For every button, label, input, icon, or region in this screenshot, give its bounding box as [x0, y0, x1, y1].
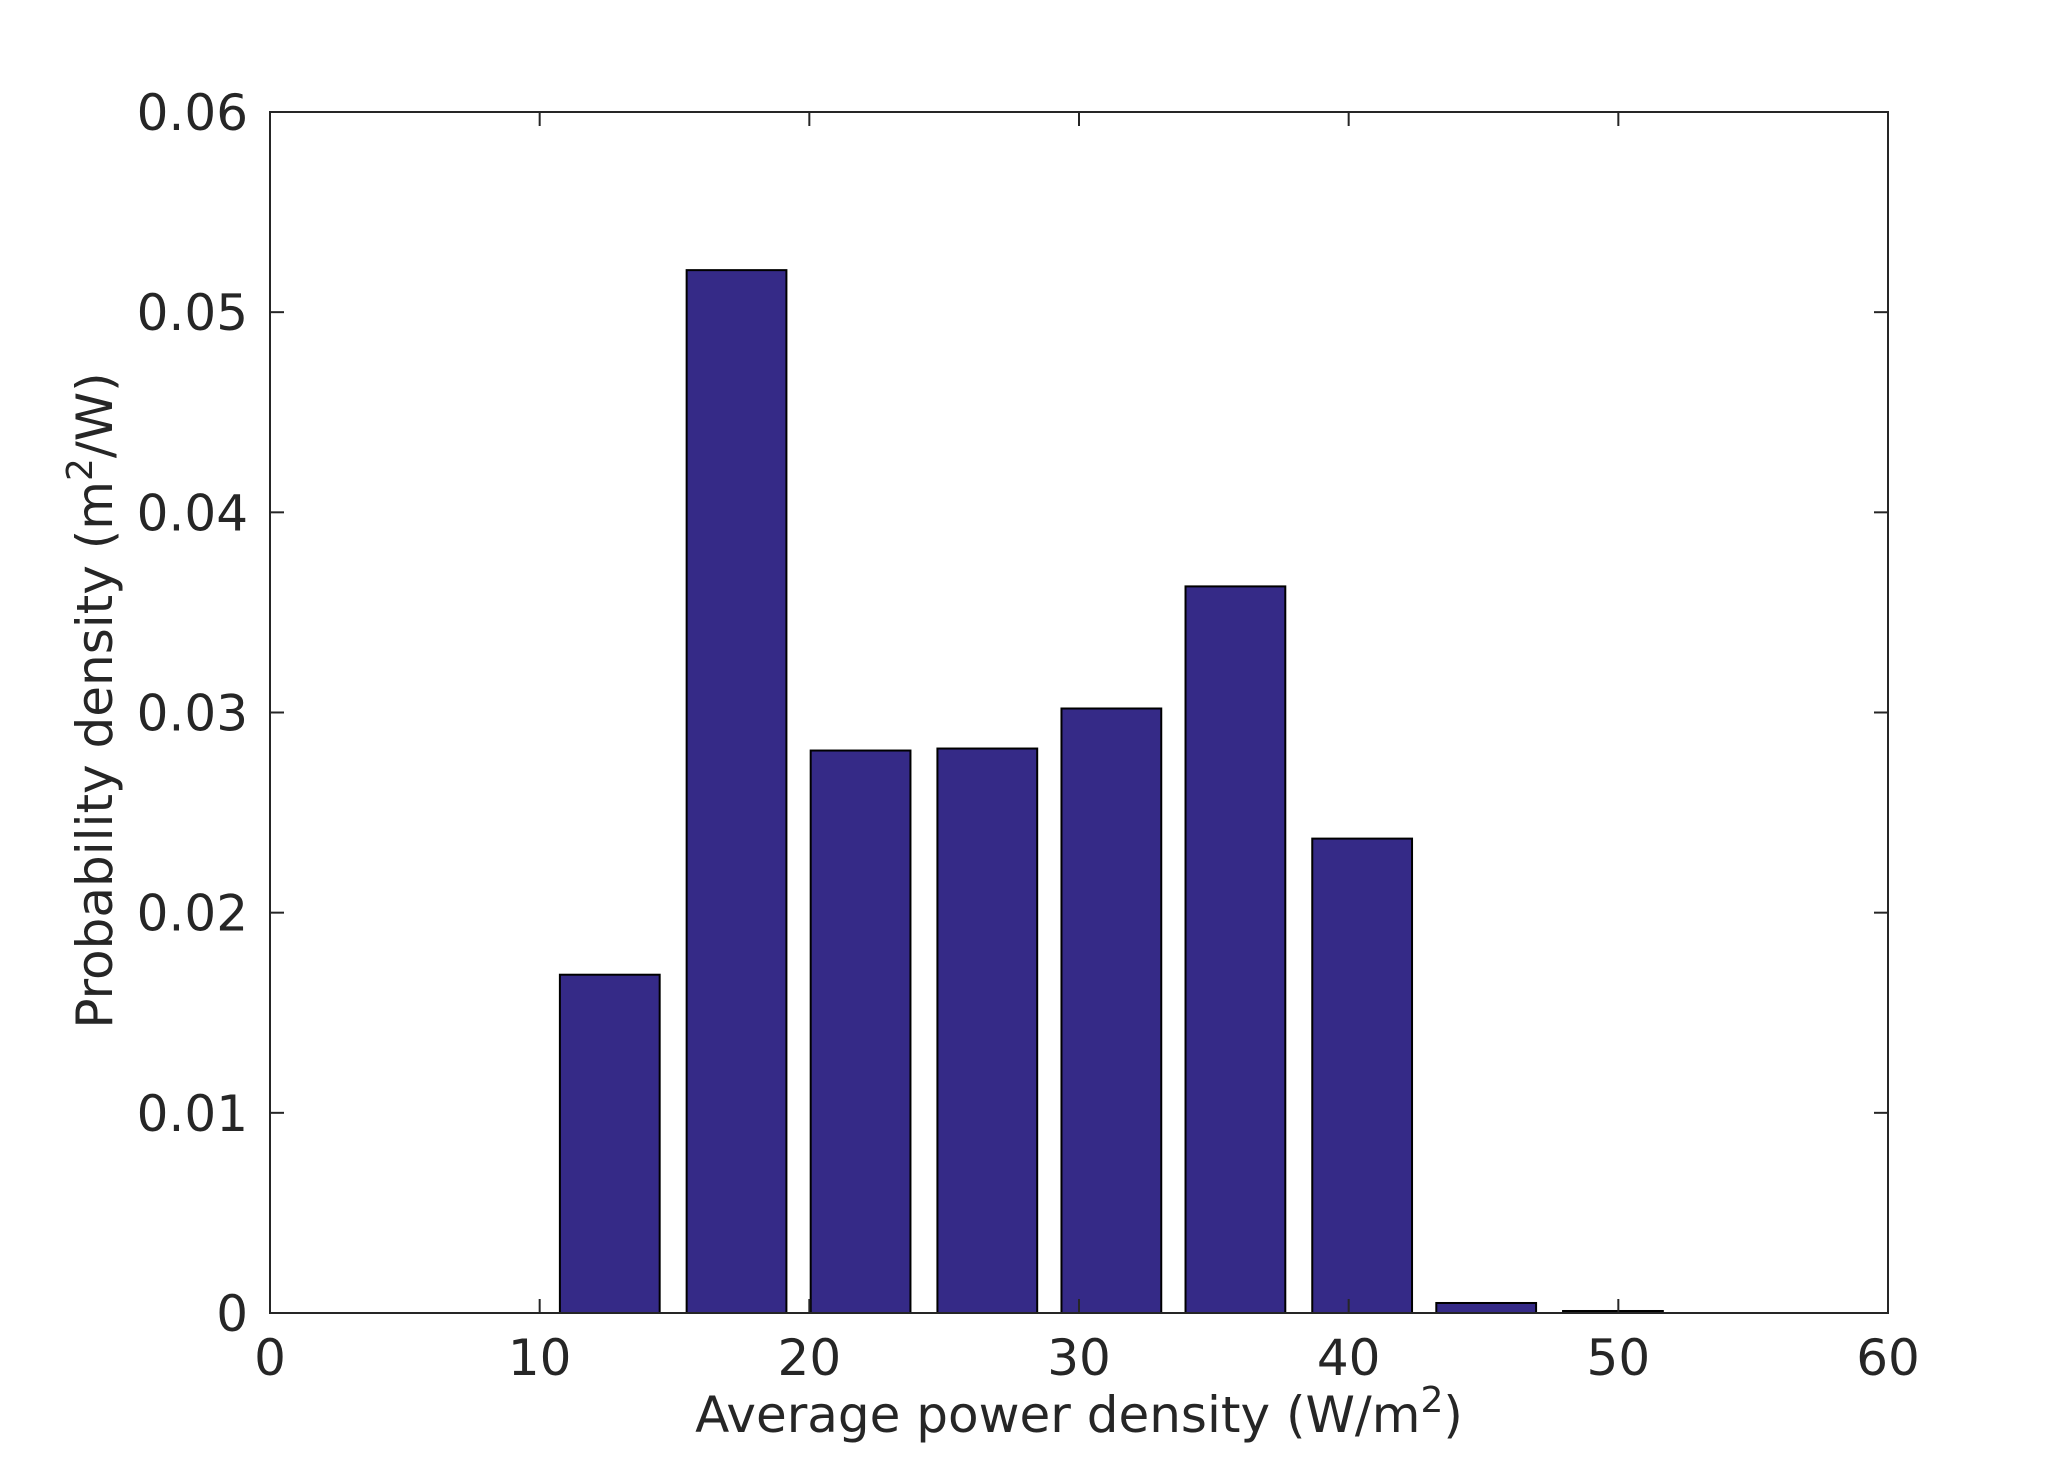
x-tick-label-4: 40: [1317, 1329, 1381, 1387]
bar-6: [1311, 837, 1414, 1314]
bar-7: [1435, 1301, 1538, 1315]
x-axis-title-superscript: 2: [1420, 1380, 1443, 1421]
y-tick-label-5: 0.05: [137, 284, 248, 342]
bar-5: [1184, 585, 1287, 1314]
y-tick-label-2: 0.02: [137, 885, 248, 943]
x-tick-label-3: 30: [1047, 1329, 1111, 1387]
labels-layer: Average power density (W/m2) Probability…: [60, 84, 1920, 1444]
x-axis-title: Average power density (W/m2): [695, 1380, 1463, 1444]
bar-4: [1060, 707, 1163, 1314]
x-axis-title-text: Average power density (W/m: [695, 1386, 1420, 1444]
y-axis-title-text: Probability density (m: [66, 481, 124, 1029]
x-tick-label-2: 20: [778, 1329, 842, 1387]
y-tick-label-1: 0.01: [137, 1085, 248, 1143]
y-axis-title-suffix: /W): [66, 372, 124, 458]
x-tick-label-0: 0: [254, 1329, 286, 1387]
x-tick-label-6: 60: [1856, 1329, 1920, 1387]
y-tick-label-3: 0.03: [137, 685, 248, 743]
x-axis-title-suffix: ): [1443, 1386, 1463, 1444]
y-tick-label-4: 0.04: [137, 484, 248, 542]
axes-layer: [269, 111, 1889, 1314]
y-axis-title: Probability density (m2/W): [60, 372, 124, 1028]
bar-1: [685, 269, 788, 1314]
bar-0: [558, 973, 661, 1314]
bar-2: [809, 749, 912, 1314]
y-axis-title-superscript: 2: [60, 458, 101, 481]
bar-3: [936, 747, 1039, 1314]
bars-layer: [558, 269, 1664, 1315]
x-tick-label-5: 50: [1587, 1329, 1651, 1387]
y-tick-label-0: 0: [216, 1285, 248, 1343]
y-tick-label-6: 0.06: [137, 84, 248, 142]
x-tick-label-1: 10: [508, 1329, 572, 1387]
